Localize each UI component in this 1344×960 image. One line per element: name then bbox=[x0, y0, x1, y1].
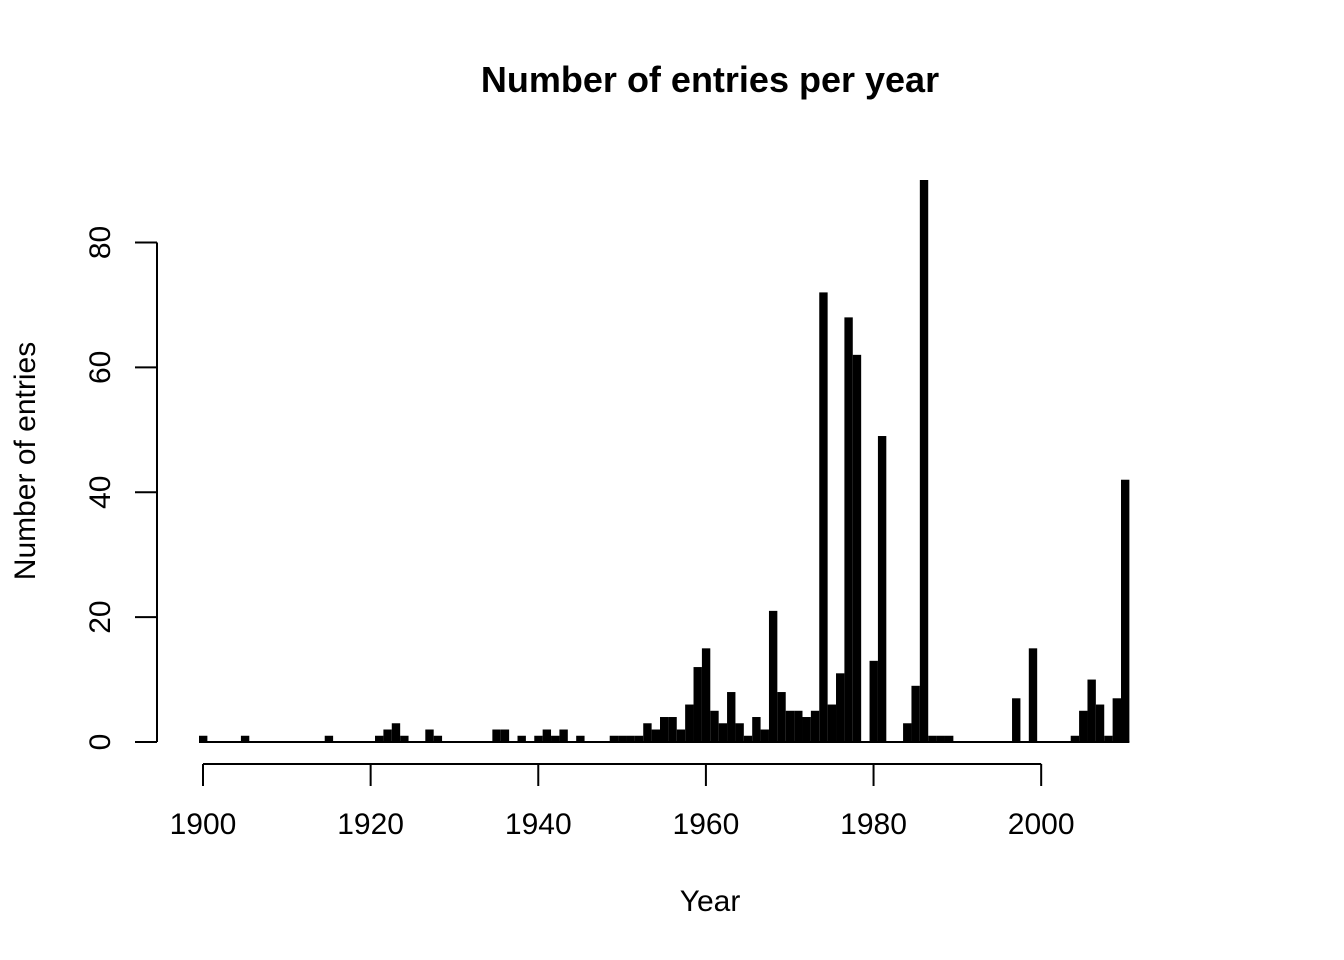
bar-1963 bbox=[727, 692, 736, 742]
bar-1951 bbox=[626, 735, 635, 742]
bar-2009 bbox=[1112, 698, 1121, 742]
bar-1997 bbox=[1012, 698, 1021, 742]
chart-title: Number of entries per year bbox=[481, 59, 939, 100]
x-tick-label-1980: 1980 bbox=[840, 808, 907, 841]
bar-1936 bbox=[500, 729, 510, 742]
bar-1988 bbox=[936, 735, 945, 742]
y-tick-label-80: 80 bbox=[84, 226, 117, 259]
bar-1978 bbox=[852, 354, 862, 742]
bar-1987 bbox=[928, 735, 937, 742]
bar-1928 bbox=[433, 735, 443, 742]
bar-1945 bbox=[576, 735, 585, 742]
bar-1915 bbox=[324, 735, 334, 742]
bar-1974 bbox=[819, 292, 828, 742]
bar-1977 bbox=[844, 317, 853, 742]
bar-1984 bbox=[903, 723, 912, 742]
y-axis: 0 20 40 60 80 bbox=[84, 226, 158, 751]
bar-1960 bbox=[701, 648, 711, 742]
bar-1956 bbox=[668, 717, 677, 742]
bar-1940 bbox=[534, 735, 543, 742]
bar-1966 bbox=[752, 717, 761, 742]
bar-1957 bbox=[676, 729, 686, 742]
bar-1973 bbox=[810, 710, 820, 742]
bar-1970 bbox=[785, 710, 795, 742]
bar-1981 bbox=[877, 436, 887, 742]
bar-2006 bbox=[1087, 679, 1096, 742]
bar-1953 bbox=[643, 723, 652, 742]
bar-1954 bbox=[651, 729, 660, 742]
bar-1921 bbox=[375, 735, 384, 742]
bar-1924 bbox=[400, 735, 409, 742]
x-tick-label-1960: 1960 bbox=[673, 808, 740, 841]
bar-1999 bbox=[1028, 648, 1038, 742]
bar-2008 bbox=[1104, 735, 1113, 742]
bar-1952 bbox=[634, 735, 644, 742]
bar-1900 bbox=[199, 735, 208, 742]
y-tick-label-20: 20 bbox=[84, 600, 117, 633]
bar-1971 bbox=[794, 710, 803, 742]
bar-1935 bbox=[492, 729, 501, 742]
y-tick-label-40: 40 bbox=[84, 476, 117, 509]
bar-1961 bbox=[710, 710, 719, 742]
bar-1938 bbox=[517, 735, 526, 742]
y-tick-label-60: 60 bbox=[84, 351, 117, 384]
x-tick-label-1940: 1940 bbox=[505, 808, 572, 841]
bar-1905 bbox=[240, 735, 250, 742]
bar-1958 bbox=[685, 704, 694, 742]
bar-2004 bbox=[1070, 735, 1080, 742]
x-tick-label-1900: 1900 bbox=[170, 808, 237, 841]
bar-1967 bbox=[760, 729, 769, 742]
x-axis-label: Year bbox=[680, 885, 741, 918]
x-tick-label-1920: 1920 bbox=[337, 808, 404, 841]
bar-1923 bbox=[391, 723, 401, 742]
bar-1949 bbox=[609, 735, 619, 742]
bar-1965 bbox=[743, 735, 753, 742]
bar-1942 bbox=[551, 735, 560, 742]
bar-1941 bbox=[542, 729, 552, 742]
bar-1980 bbox=[869, 660, 878, 742]
bar-1922 bbox=[383, 729, 392, 742]
y-axis-label: Number of entries bbox=[9, 342, 42, 580]
bar-1959 bbox=[693, 667, 702, 742]
bar-1972 bbox=[802, 717, 811, 742]
bar-1950 bbox=[618, 735, 627, 742]
bar-2005 bbox=[1079, 710, 1088, 742]
bar-1986 bbox=[919, 180, 929, 742]
bar-1968 bbox=[768, 610, 778, 742]
bars-group bbox=[199, 180, 1130, 743]
bar-1969 bbox=[777, 692, 786, 742]
bar-1962 bbox=[718, 723, 728, 742]
bar-2010 bbox=[1121, 479, 1130, 742]
bar-1964 bbox=[735, 723, 744, 742]
bar-1955 bbox=[660, 717, 669, 742]
y-tick-label-0: 0 bbox=[84, 734, 117, 751]
bar-1943 bbox=[559, 729, 568, 742]
bar-1989 bbox=[944, 735, 954, 742]
bar-2007 bbox=[1095, 704, 1105, 742]
bar-1976 bbox=[836, 673, 845, 742]
x-axis: 1900 1920 1940 1960 1980 2000 bbox=[170, 763, 1075, 841]
bar-1975 bbox=[827, 704, 837, 742]
bar-1927 bbox=[425, 729, 434, 742]
bar-1985 bbox=[911, 685, 920, 742]
x-tick-label-2000: 2000 bbox=[1008, 808, 1075, 841]
